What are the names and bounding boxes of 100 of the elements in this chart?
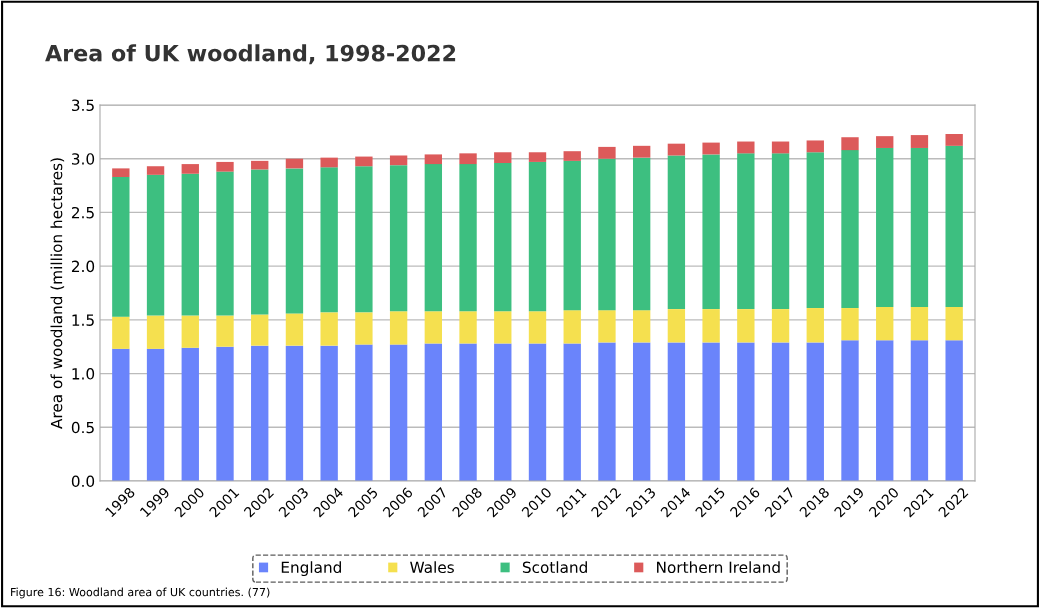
y-tick-label: 2.0 — [71, 260, 95, 273]
bar — [389, 344, 408, 481]
bar — [251, 345, 269, 481]
y-tick-label: 2.5 — [71, 206, 94, 219]
bar — [146, 315, 165, 349]
bar — [632, 145, 651, 158]
bar — [320, 157, 338, 168]
bar — [598, 146, 616, 159]
bar — [806, 342, 824, 481]
caption: Figure 16: Woodland area of UK countries. (77) — [11, 587, 270, 599]
bar — [181, 164, 199, 174]
bar — [494, 163, 512, 312]
bar — [285, 313, 304, 346]
y-tick-label: 3.5 — [72, 99, 94, 112]
bar — [494, 311, 512, 344]
legend-label: Wales — [410, 561, 454, 574]
bar — [320, 345, 338, 481]
bar — [285, 168, 304, 314]
bar — [806, 140, 824, 153]
bar — [876, 147, 894, 307]
bar — [528, 161, 547, 312]
bar — [667, 309, 686, 343]
bar — [945, 340, 963, 481]
bar — [320, 312, 338, 346]
bar — [112, 176, 130, 317]
bar — [598, 342, 616, 481]
y-tick-label: 1.0 — [72, 368, 95, 380]
bar — [563, 160, 581, 311]
bar — [841, 308, 859, 341]
bar — [702, 309, 720, 343]
bar — [945, 134, 963, 146]
bar — [910, 340, 929, 481]
bar — [702, 142, 720, 155]
bar — [146, 166, 165, 175]
bar — [389, 311, 408, 345]
bar — [112, 168, 130, 177]
bar — [285, 345, 304, 481]
bar — [424, 311, 443, 344]
bar — [771, 141, 790, 154]
bar — [528, 311, 547, 344]
bar — [285, 158, 304, 169]
bar — [702, 154, 720, 310]
legend-label: England — [281, 561, 341, 577]
bar — [251, 169, 269, 315]
bar — [771, 309, 790, 343]
bar — [598, 310, 616, 343]
bar — [146, 348, 165, 481]
chart-title: Area of UK woodland, 1998-2022 — [45, 44, 456, 65]
bar — [216, 346, 234, 481]
y-tick-label: 0.5 — [71, 421, 94, 434]
bar — [563, 310, 581, 344]
bar — [737, 309, 755, 343]
bar — [251, 314, 269, 346]
bar — [528, 152, 547, 162]
bar — [459, 343, 477, 481]
bar — [424, 154, 443, 165]
bar — [841, 340, 859, 481]
legend-label: Northern Ireland — [657, 561, 780, 574]
bar — [876, 136, 894, 148]
bar — [667, 155, 686, 310]
bar — [598, 158, 616, 311]
bar — [389, 165, 408, 312]
bar — [632, 342, 651, 481]
bar — [910, 135, 929, 148]
bar — [251, 160, 269, 170]
bar — [424, 343, 443, 481]
bar — [876, 340, 894, 481]
bar — [702, 342, 720, 481]
bar — [563, 343, 581, 481]
bar — [910, 147, 929, 307]
bar — [355, 344, 373, 481]
bar — [945, 306, 963, 341]
bar — [389, 155, 408, 166]
bar — [737, 141, 755, 154]
bar — [112, 316, 130, 349]
bar — [181, 315, 199, 348]
bar — [216, 161, 234, 172]
bar — [181, 347, 199, 481]
bar — [841, 150, 859, 309]
bar — [632, 157, 651, 311]
bar — [806, 308, 824, 343]
bar — [563, 151, 581, 161]
y-tick-label: 3.0 — [72, 153, 95, 165]
bar — [355, 166, 373, 313]
bar — [667, 342, 686, 481]
bar — [320, 167, 338, 313]
bar — [146, 174, 165, 316]
y-tick-label: 0.0 — [71, 475, 95, 488]
bar — [459, 164, 477, 312]
bar — [355, 312, 373, 345]
bar — [737, 342, 755, 481]
bar — [181, 173, 199, 316]
bar — [112, 348, 130, 481]
bar — [945, 145, 963, 307]
bar — [459, 153, 477, 165]
legend-label: Scotland — [522, 561, 587, 574]
bar — [216, 171, 234, 316]
bar — [216, 315, 234, 347]
bar — [841, 137, 859, 151]
bar — [876, 306, 894, 341]
